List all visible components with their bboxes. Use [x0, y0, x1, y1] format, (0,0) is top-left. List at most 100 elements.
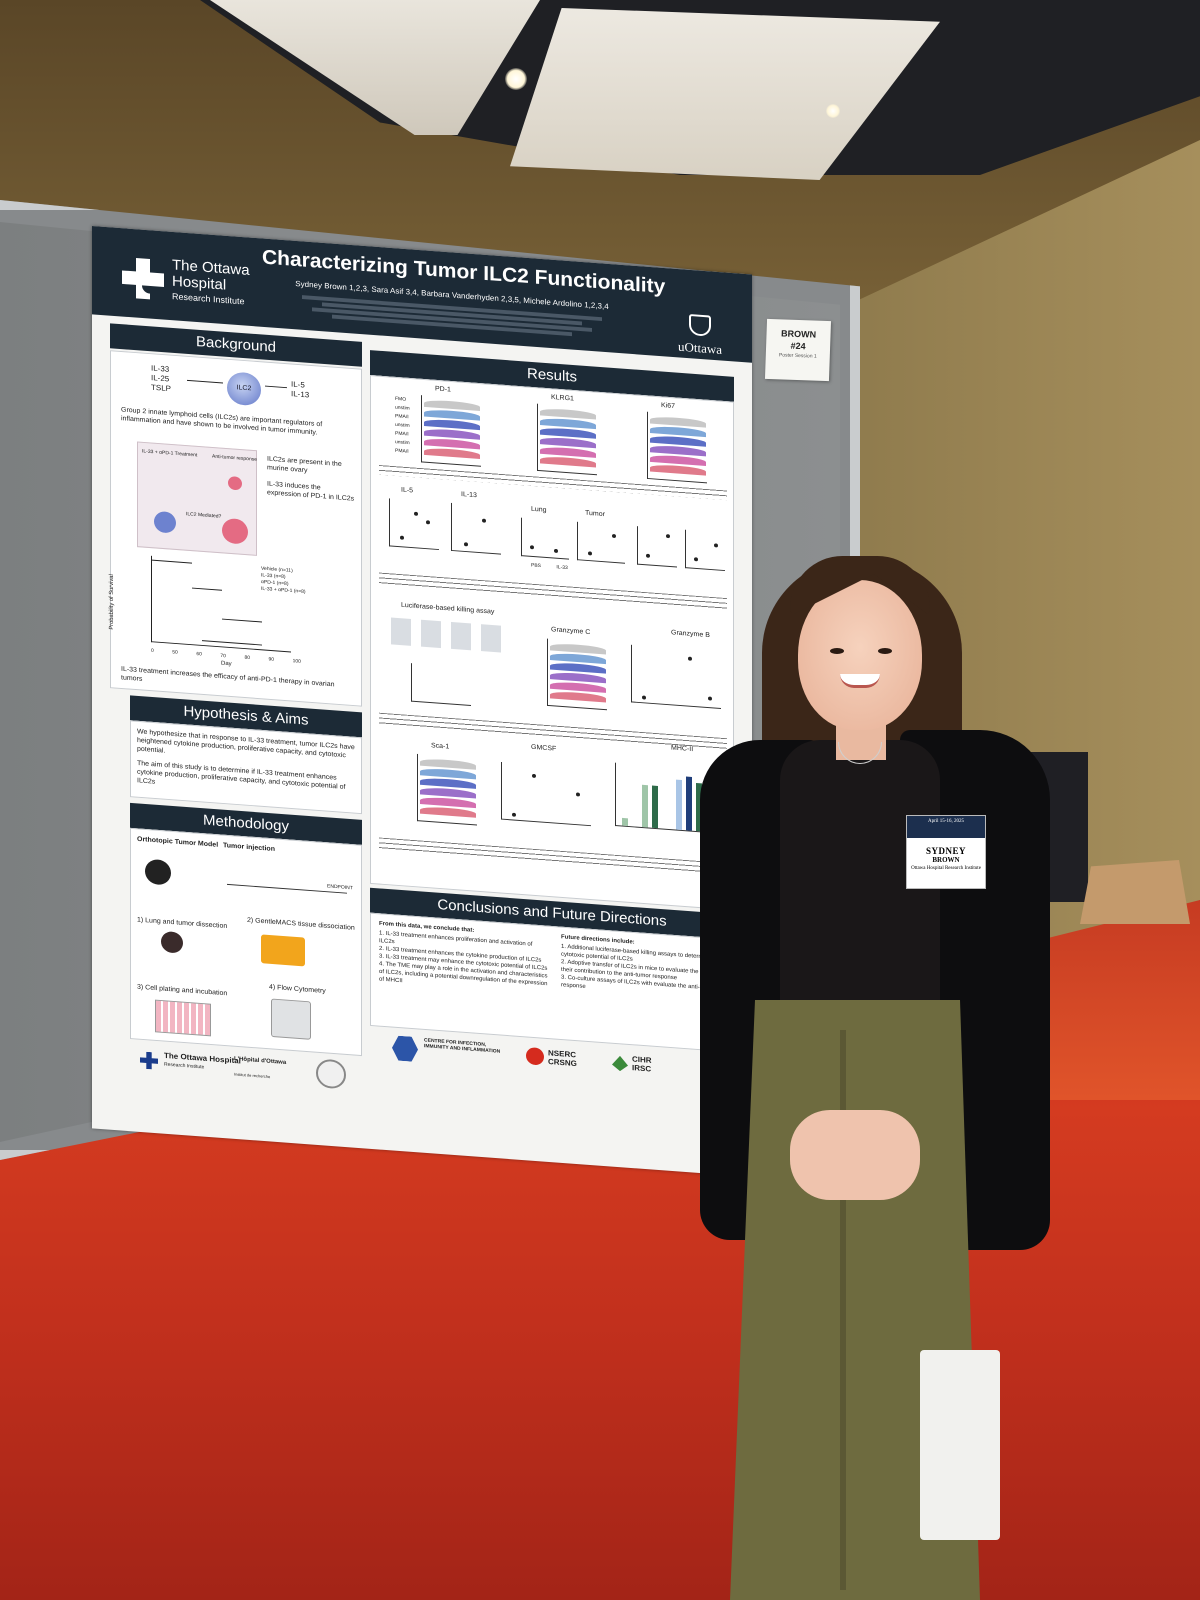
- ilc2-inputs: IL-33 IL-25 TSLP: [151, 364, 171, 394]
- ohri-cross-icon: [122, 257, 164, 300]
- mouse-icon: [161, 930, 183, 954]
- axis-group: IL-33: [556, 564, 568, 572]
- km-step: [192, 587, 222, 591]
- lung-cytokine-plot: [521, 517, 569, 560]
- data-point: [694, 557, 698, 562]
- histogram-band: [424, 447, 480, 459]
- histogram-band: [420, 777, 476, 789]
- panel-label: GMCSF: [531, 743, 557, 753]
- badge-first-name: SYDNEY: [925, 846, 966, 856]
- model-label: Orthotopic Tumor Model: [137, 836, 219, 849]
- mediated-label: ILC2 Mediated?: [186, 511, 222, 520]
- ohri-logo-line3: Research Institute: [172, 291, 245, 307]
- bullet-item: IL-33 induces the expression of PD-1 in …: [267, 480, 355, 503]
- treatment-label: IL-33 + αPD-1 Treatment: [142, 448, 198, 459]
- input-label: TSLP: [151, 382, 172, 394]
- data-point: [400, 535, 404, 540]
- histogram-band: [540, 407, 596, 420]
- mhc2-bar: [676, 779, 682, 830]
- uottawa-logo: uOttawa: [660, 312, 740, 360]
- nserc-logo: NSERC CRSNG: [526, 1045, 606, 1080]
- killing-assay-diagram: [391, 617, 511, 654]
- ilc2-pathway-diagram: IL-33 IL-25 TSLP ILC2 IL-5 IL-13: [151, 364, 341, 416]
- research-poster: The Ottawa Hospital Research Institute C…: [92, 226, 752, 1177]
- row-labels: FMO unstim PMA/I unstim PMA/I unstim PMA…: [395, 395, 410, 457]
- histogram-band: [650, 454, 706, 466]
- tumor-cytokine-plot: [577, 521, 625, 564]
- km-tick: 90: [268, 656, 275, 663]
- data-point: [414, 511, 418, 516]
- klrg1-histogram: [537, 403, 597, 476]
- km-caption: IL-33 treatment increases the efficacy o…: [121, 665, 335, 689]
- panel-label: Tumor: [585, 509, 605, 519]
- person-face: [798, 580, 922, 730]
- panel-label: IL-5: [401, 486, 414, 495]
- panel-label: MHC-II: [671, 744, 694, 754]
- histogram-band: [650, 425, 706, 438]
- data-point: [464, 542, 468, 547]
- footer-ohri-fr-sub: Institut de recherche: [234, 1071, 271, 1080]
- km-tick: 0: [151, 647, 154, 654]
- arrow-icon: [265, 385, 287, 389]
- row-label: PMA/I: [395, 447, 409, 455]
- gmcsf-plot: [501, 761, 591, 827]
- tumor-cell-icon: [222, 517, 248, 545]
- data-point: [642, 695, 646, 700]
- pants-seam: [840, 1030, 846, 1590]
- mhc2-bar: [686, 776, 692, 831]
- treatment-diagram: IL-33 + αPD-1 Treatment Anti-tumor respo…: [137, 441, 258, 556]
- sca1-histogram: [417, 753, 477, 826]
- granzyme-b-plot: [631, 644, 721, 709]
- panel-label: Granzyme B: [671, 629, 710, 640]
- nserc-name: NSERC CRSNG: [548, 1048, 577, 1069]
- uottawa-wordmark: uOttawa: [677, 339, 723, 357]
- km-step: [222, 618, 262, 623]
- antitumor-label: Anti-tumor response: [212, 453, 258, 463]
- histogram-band: [550, 661, 606, 674]
- uottawa-crest-icon: [689, 314, 711, 337]
- ilc2-outputs: IL-5 IL-13: [291, 380, 309, 401]
- panel-label: Granzyme C: [551, 626, 591, 637]
- data-point: [714, 543, 718, 548]
- il5-plot: [389, 498, 439, 551]
- histogram-band: [420, 796, 476, 809]
- ohri-logo: The Ottawa Hospital Research Institute: [122, 251, 262, 319]
- histogram-band: [424, 399, 480, 411]
- background-bullets: ILC2s are present in the murine ovary IL…: [267, 455, 355, 504]
- footer-ohri-fr: L'Hôpital d'Ottawa: [234, 1056, 287, 1066]
- histogram-band: [650, 434, 706, 447]
- ilc2-cell: ILC2: [227, 371, 261, 407]
- step-label: 3) Cell plating and incubation: [137, 983, 228, 998]
- panel-label: Luciferase-based killing assay: [401, 601, 495, 616]
- histogram-band: [650, 463, 706, 476]
- conclusions-col: From this data, we conclude that: 1. IL-…: [379, 920, 549, 996]
- data-point: [688, 656, 692, 661]
- person-eye: [830, 648, 844, 654]
- ilc2-cell-icon: [154, 510, 176, 534]
- histogram-band: [540, 417, 596, 430]
- hypothesis-body: We hypothesize that in response to IL-33…: [130, 720, 362, 815]
- histogram-band: [540, 436, 596, 449]
- panel-label: IL-13: [461, 491, 477, 500]
- panel-label: Lung: [531, 505, 547, 514]
- badge-last-name: BROWN: [932, 856, 960, 864]
- name-badge: April 15-16, 2025 SYDNEY BROWN Ottawa Ho…: [906, 815, 986, 889]
- cii-name: CENTRE FOR INFECTION, IMMUNITY AND INFLA…: [424, 1037, 501, 1055]
- tumor-cell-icon: [228, 475, 242, 491]
- figure-caption: [379, 837, 727, 877]
- data-point: [588, 551, 592, 556]
- histogram-band: [424, 437, 480, 450]
- data-point: [532, 773, 536, 778]
- data-point: [646, 553, 650, 558]
- background-body: IL-33 IL-25 TSLP ILC2 IL-5 IL-13 Group 2…: [109, 350, 362, 707]
- step-label: 4) Flow Cytometry: [269, 983, 326, 995]
- pd1-histogram: [421, 395, 481, 467]
- tumor-il13-plot: [685, 529, 725, 572]
- mhc2-bar: [652, 785, 658, 829]
- step-label: 2) GentleMACS tissue dissociation: [247, 917, 355, 932]
- footer-ohri-sub: Research Institute: [164, 1061, 205, 1071]
- methodology-body: Orthotopic Tumor Model Tumor injection E…: [130, 827, 362, 1057]
- badge-header: April 15-16, 2025: [907, 816, 985, 838]
- histogram-band: [424, 418, 480, 431]
- panel-label: KLRG1: [551, 394, 574, 403]
